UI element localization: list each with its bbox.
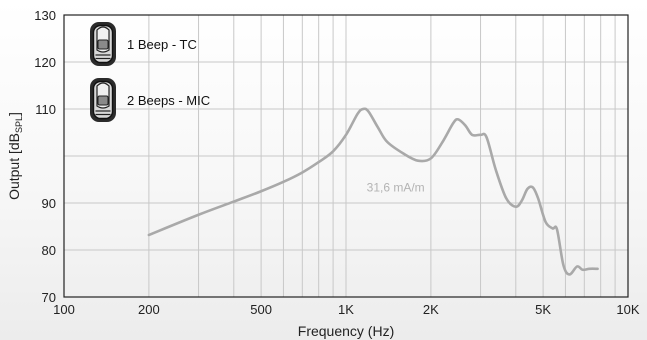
- legend-label: 1 Beep - TC: [127, 37, 197, 52]
- annotation-label: 31,6 mA/m: [367, 180, 425, 194]
- y-axis-label: Output [dBSPL]: [6, 112, 24, 200]
- legend-label: 2 Beeps - MIC: [127, 93, 210, 108]
- legend: 1 Beep - TC 2 Beeps - MIC: [90, 22, 210, 122]
- y-tick-label: 80: [42, 243, 56, 258]
- y-tick-label: 120: [34, 55, 56, 70]
- series-layer: [147, 107, 599, 276]
- y-axis-label-close: ]: [6, 112, 22, 116]
- y-tick-label: 90: [42, 196, 56, 211]
- tick-labels: 100 200 500 1K 2K 5K 10K 70 80 90 110 120 130: [34, 8, 640, 317]
- x-tick-label: 200: [138, 302, 160, 317]
- x-tick-label: 500: [250, 302, 272, 317]
- plot-frame: [63, 14, 629, 298]
- y-axis-label-subscript: SPL: [14, 116, 24, 133]
- grid: [64, 15, 628, 297]
- x-tick-label: 5K: [535, 302, 551, 317]
- series-line: [147, 107, 599, 276]
- y-axis-label-main: Output [dB: [6, 133, 22, 200]
- x-axis-label: Frequency (Hz): [298, 323, 394, 339]
- x-tick-label: 1K: [338, 302, 354, 317]
- hearing-aid-icon: [90, 22, 116, 66]
- y-tick-label: 70: [42, 290, 56, 305]
- y-tick-label: 110: [35, 102, 56, 117]
- legend-entry: 1 Beep - TC: [90, 22, 197, 66]
- x-tick-label: 2K: [423, 302, 439, 317]
- x-tick-label: 100: [53, 302, 75, 317]
- y-tick-label: 130: [34, 8, 56, 23]
- hearing-aid-icon: [90, 78, 116, 122]
- x-tick-label: 10K: [616, 302, 639, 317]
- annotations: 31,6 mA/m: [367, 180, 425, 194]
- legend-entry: 2 Beeps - MIC: [90, 78, 210, 122]
